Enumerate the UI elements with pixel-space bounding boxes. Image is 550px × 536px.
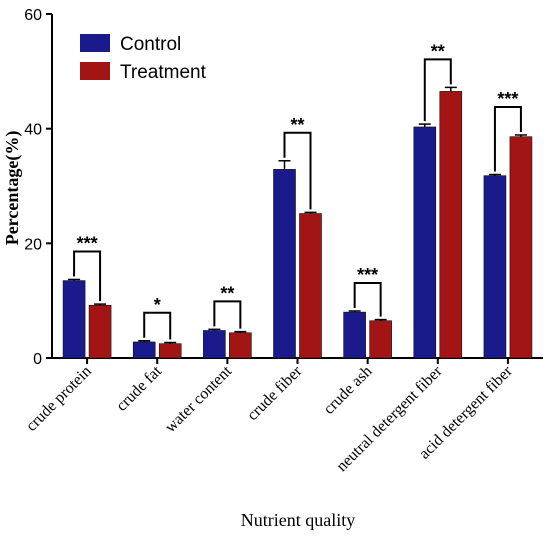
legend-swatch-treatment — [80, 62, 110, 80]
x-axis-label: Nutrient quality — [241, 510, 355, 530]
significance-bracket — [423, 58, 452, 122]
bar-control — [413, 126, 437, 359]
y-tick-label: 60 — [24, 7, 42, 24]
bar-control — [273, 169, 296, 359]
significance-bracket — [283, 131, 312, 210]
significance-label: *** — [77, 233, 98, 253]
legend-label-control: Control — [120, 34, 181, 55]
x-tick-label: water content — [162, 362, 236, 436]
bar-treatment — [509, 136, 533, 359]
bar-treatment — [88, 304, 112, 359]
bar-control — [132, 341, 156, 359]
bar-control — [483, 175, 507, 359]
bar-control — [343, 311, 366, 359]
y-tick-label: 20 — [24, 236, 42, 253]
significance-bracket — [353, 281, 382, 317]
x-tick-label: crude fiber — [244, 362, 306, 424]
bar-control — [203, 330, 226, 359]
significance-label: *** — [357, 265, 378, 285]
x-tick-label: crude protein — [23, 363, 95, 435]
legend-swatch-control — [80, 34, 110, 52]
significance-bracket — [493, 105, 522, 172]
x-tick-label: crude ash — [320, 363, 375, 418]
significance-label: *** — [497, 89, 518, 109]
x-tick-label: crude fat — [113, 362, 165, 414]
bar-control — [62, 280, 86, 359]
bar-treatment — [229, 332, 252, 359]
y-tick-label: 0 — [33, 351, 42, 368]
significance-bracket — [73, 250, 102, 302]
legend: Control Treatment — [80, 34, 207, 83]
significance-label: ** — [220, 283, 234, 303]
bar-treatment — [439, 91, 463, 359]
significance-label: * — [154, 295, 161, 315]
significance-label: ** — [431, 41, 445, 61]
y-axis-label: Percentage(%) — [2, 131, 23, 246]
significance-bracket — [143, 311, 172, 340]
bar-treatment — [158, 343, 182, 359]
significance-bracket — [213, 300, 242, 329]
bar-treatment — [299, 213, 322, 359]
bar-treatment — [369, 320, 392, 359]
plot-area: **************** — [62, 41, 533, 359]
legend-label-treatment: Treatment — [120, 62, 207, 83]
significance-label: ** — [290, 115, 304, 135]
y-tick-label: 40 — [24, 122, 42, 139]
